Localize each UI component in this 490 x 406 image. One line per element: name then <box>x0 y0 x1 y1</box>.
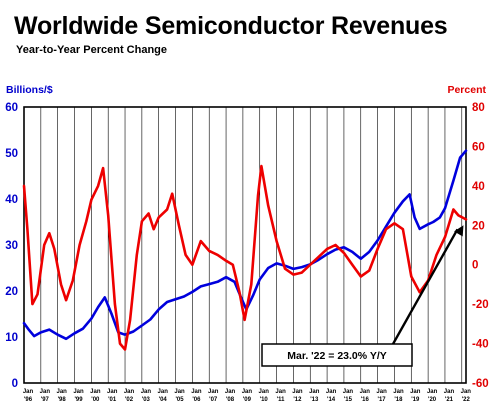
x-tick-label-top: Jan <box>208 389 219 395</box>
x-tick-label-bottom: '03 <box>142 397 151 403</box>
left-tick-label: 20 <box>5 286 18 298</box>
left-axis-label: Billions/$ <box>6 84 53 96</box>
x-tick-label-top: Jan <box>360 389 371 395</box>
x-tick-label-bottom: '21 <box>445 397 454 403</box>
x-tick-label-top: Jan <box>444 389 455 395</box>
x-tick-label-bottom: '09 <box>243 397 252 403</box>
left-axis-ticks: 0 10 20 30 40 50 60 <box>5 102 18 390</box>
x-tick-label-bottom: '04 <box>159 397 168 403</box>
x-tick-label-top: Jan <box>124 389 135 395</box>
x-tick-label-top: Jan <box>73 389 84 395</box>
x-tick-label-bottom: '96 <box>24 397 33 403</box>
x-tick-label-top: Jan <box>158 389 169 395</box>
series-lines <box>22 149 468 351</box>
x-tick-label-top: Jan <box>461 389 472 395</box>
left-tick-label: 0 <box>12 378 18 390</box>
x-tick-label-top: Jan <box>90 389 101 395</box>
chart-subtitle: Year-to-Year Percent Change <box>16 44 168 56</box>
annotation-box <box>261 343 413 367</box>
x-tick-label-bottom: '05 <box>175 397 184 403</box>
x-tick-label-top: Jan <box>141 389 152 395</box>
x-tick-label-top: Jan <box>309 389 320 395</box>
x-tick-label-top: Jan <box>343 389 354 395</box>
x-tick-label-bottom: '00 <box>91 397 100 403</box>
x-tick-label-bottom: '16 <box>361 397 370 403</box>
annotation-text: Mar. '22 = 23.0% Y/Y <box>287 350 387 362</box>
x-tick-label-bottom: '18 <box>394 397 403 403</box>
x-tick-label-bottom: '11 <box>277 397 285 403</box>
x-tick-label-bottom: '19 <box>411 397 420 403</box>
left-tick-label: 10 <box>5 332 18 344</box>
plot-frame <box>23 106 467 384</box>
x-tick-label-bottom: '15 <box>344 397 353 403</box>
x-tick-label-top: Jan <box>174 389 185 395</box>
x-tick-label-bottom: '01 <box>108 397 117 403</box>
annotation-arrow-line <box>386 228 459 355</box>
x-tick-label-bottom: '99 <box>74 397 83 403</box>
x-tick-label-bottom: '20 <box>428 397 437 403</box>
x-axis-ticks: Jan '96 Jan '97 Jan '98 Jan '99 Jan '00 Jan '01 Jan '… <box>23 389 471 403</box>
percent-change-line <box>22 164 468 351</box>
x-tick-label-top: Jan <box>376 389 387 395</box>
x-tick-label-bottom: '07 <box>209 397 218 403</box>
x-tick-label-bottom: '14 <box>327 397 336 403</box>
right-tick-label: -20 <box>472 299 489 311</box>
left-tick-label: 60 <box>5 102 18 114</box>
x-tick-label-bottom: '10 <box>260 397 269 403</box>
x-tick-label-top: Jan <box>393 389 404 395</box>
x-tick-label-top: Jan <box>427 389 438 395</box>
x-tick-label-bottom: '13 <box>310 397 319 403</box>
x-tick-label-bottom: '22 <box>462 397 471 403</box>
x-tick-label-top: Jan <box>242 389 253 395</box>
x-tick-label-top: Jan <box>107 389 118 395</box>
x-tick-label-bottom: '12 <box>293 397 302 403</box>
right-tick-label: 60 <box>472 141 485 153</box>
x-tick-label-top: Jan <box>23 389 34 395</box>
x-tick-label-bottom: '98 <box>58 397 67 403</box>
revenue-line <box>22 149 468 341</box>
x-tick-label-bottom: '17 <box>378 397 387 403</box>
right-tick-label: 40 <box>472 181 485 193</box>
x-tick-label-top: Jan <box>326 389 337 395</box>
x-tick-label-top: Jan <box>57 389 68 395</box>
x-tick-label-top: Jan <box>275 389 286 395</box>
x-tick-label-bottom: '08 <box>226 397 235 403</box>
right-tick-label: -60 <box>472 378 489 390</box>
x-tick-label-top: Jan <box>259 389 270 395</box>
right-tick-label: -40 <box>472 339 489 351</box>
x-tick-label-top: Jan <box>40 389 51 395</box>
vertical-grid <box>40 107 463 383</box>
x-tick-label-top: Jan <box>292 389 303 395</box>
chart-title: Worldwide Semiconductor Revenues <box>14 12 448 40</box>
x-tick-label-top: Jan <box>225 389 236 395</box>
left-tick-label: 50 <box>5 148 18 160</box>
annotation-group: Mar. '22 = 23.0% Y/Y <box>261 225 464 367</box>
x-tick-label-bottom: '97 <box>41 397 50 403</box>
x-tick-label-top: Jan <box>191 389 202 395</box>
x-tick-label-top: Jan <box>410 389 421 395</box>
right-tick-label: 80 <box>472 102 485 114</box>
left-tick-label: 40 <box>5 194 18 206</box>
right-axis-ticks: -60 -40 -20 0 20 40 60 80 <box>472 102 489 390</box>
left-tick-label: 30 <box>5 240 18 252</box>
right-tick-label: 0 <box>472 260 478 272</box>
right-axis-label: Percent <box>447 84 486 96</box>
x-tick-label-bottom: '02 <box>125 397 134 403</box>
right-tick-label: 20 <box>472 220 485 232</box>
x-tick-label-bottom: '06 <box>192 397 201 403</box>
annotation-arrow-head <box>454 225 464 237</box>
